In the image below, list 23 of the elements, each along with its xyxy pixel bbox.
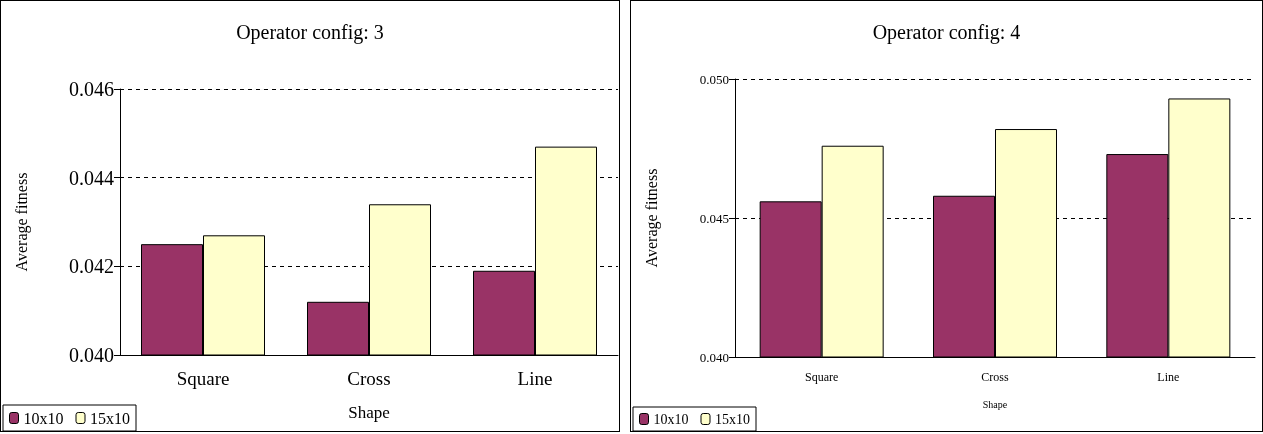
chart-title: Operator config: 4 <box>872 21 1021 44</box>
y-tick-label: 0.046 <box>69 78 114 100</box>
legend-label: 10x10 <box>23 409 64 427</box>
y-tick-label: 0.040 <box>699 349 729 365</box>
y-tick-label: 0.044 <box>69 166 114 189</box>
chart-title: Operator config: 3 <box>236 21 384 44</box>
x-tick-label: Cross <box>981 370 1009 384</box>
legend-label: 10x10 <box>653 411 689 427</box>
x-tick-label: Square <box>805 370 839 384</box>
y-tick-label: 0.042 <box>69 255 114 278</box>
x-tick-label: Cross <box>347 368 391 389</box>
y-tick-label: 0.040 <box>69 344 114 366</box>
legend-label: 15x10 <box>715 411 750 427</box>
y-axis-title: Average fitness <box>642 168 661 268</box>
x-tick-label: Line <box>517 368 553 389</box>
y-tick-label: 0.045 <box>699 210 729 226</box>
x-tick-label: Square <box>176 368 230 389</box>
x-tick-label: Line <box>1157 370 1180 384</box>
x-axis-title: Shape <box>982 398 1008 410</box>
y-axis-title: Average fitness <box>12 172 31 272</box>
y-tick-label: 0.050 <box>699 71 729 87</box>
legend-label: 15x10 <box>90 409 130 427</box>
x-axis-title: Shape <box>348 403 390 422</box>
